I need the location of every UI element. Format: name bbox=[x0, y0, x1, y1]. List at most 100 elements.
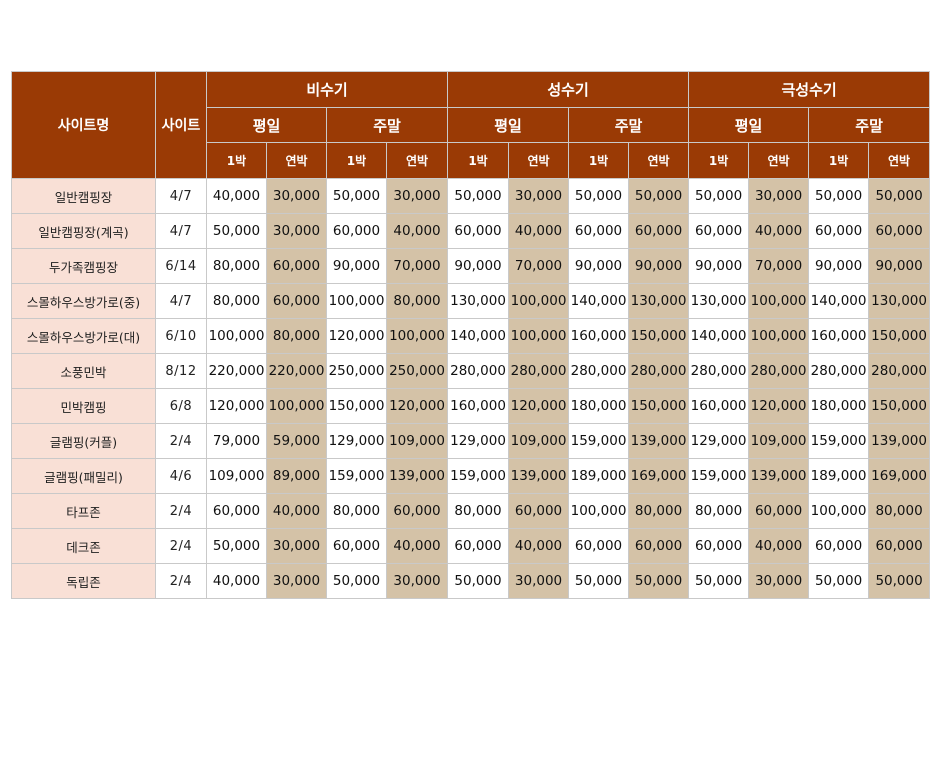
price-single-night-cell: 159,000 bbox=[808, 423, 870, 459]
price-single-night-cell: 80,000 bbox=[206, 248, 267, 284]
price-consecutive-night-cell: 90,000 bbox=[628, 248, 690, 284]
price-single-night-cell: 180,000 bbox=[568, 388, 630, 424]
price-single-night-cell: 90,000 bbox=[326, 248, 387, 284]
price-consecutive-night-cell: 280,000 bbox=[628, 353, 690, 389]
price-consecutive-night-cell: 220,000 bbox=[266, 353, 327, 389]
camping-price-table: 사이트명 사이트 비수기 성수기 극성수기 평일 주말 평일 주말 평일 주말 … bbox=[11, 71, 931, 599]
table-row: 글램핑(커플) 2/4 79,000 59,000 129,000 109,000 129,… bbox=[11, 423, 931, 459]
price-consecutive-night-cell: 30,000 bbox=[508, 563, 570, 599]
price-consecutive-night-cell: 60,000 bbox=[266, 248, 327, 284]
price-consecutive-night-cell: 60,000 bbox=[385, 493, 449, 529]
price-consecutive-night-cell: 130,000 bbox=[868, 283, 931, 319]
night-single: 1박 bbox=[688, 142, 750, 179]
day-type-weekday: 평일 bbox=[688, 107, 810, 143]
price-consecutive-night-cell: 59,000 bbox=[266, 423, 327, 459]
price-single-night-cell: 280,000 bbox=[808, 353, 870, 389]
price-consecutive-night-cell: 100,000 bbox=[748, 283, 810, 319]
price-consecutive-night-cell: 40,000 bbox=[748, 213, 810, 249]
price-single-night-cell: 50,000 bbox=[688, 563, 750, 599]
price-single-night-cell: 50,000 bbox=[568, 563, 630, 599]
night-single: 1박 bbox=[447, 142, 510, 179]
price-single-night-cell: 250,000 bbox=[326, 353, 387, 389]
price-consecutive-night-cell: 30,000 bbox=[748, 563, 810, 599]
site-name-header: 사이트명 bbox=[11, 71, 156, 179]
price-single-night-cell: 50,000 bbox=[568, 178, 630, 214]
price-consecutive-night-cell: 60,000 bbox=[748, 493, 810, 529]
night-consecutive: 연박 bbox=[868, 142, 931, 179]
night-single: 1박 bbox=[808, 142, 870, 179]
price-single-night-cell: 60,000 bbox=[447, 528, 510, 564]
price-consecutive-night-cell: 30,000 bbox=[385, 563, 449, 599]
day-type-weekend: 주말 bbox=[325, 107, 449, 143]
price-single-night-cell: 160,000 bbox=[447, 388, 510, 424]
price-consecutive-night-cell: 150,000 bbox=[628, 388, 690, 424]
price-single-night-cell: 50,000 bbox=[447, 178, 510, 214]
price-consecutive-night-cell: 30,000 bbox=[385, 178, 449, 214]
price-single-night-cell: 120,000 bbox=[326, 318, 387, 354]
price-single-night-cell: 90,000 bbox=[447, 248, 510, 284]
site-count-header: 사이트 bbox=[155, 71, 207, 179]
site-name-cell: 민박캠핑 bbox=[11, 388, 156, 424]
site-count-cell: 4/7 bbox=[155, 283, 207, 319]
price-single-night-cell: 50,000 bbox=[688, 178, 750, 214]
price-consecutive-night-cell: 30,000 bbox=[748, 178, 810, 214]
price-consecutive-night-cell: 90,000 bbox=[868, 248, 931, 284]
day-type-weekend: 주말 bbox=[568, 107, 690, 143]
price-consecutive-night-cell: 70,000 bbox=[385, 248, 449, 284]
price-single-night-cell: 50,000 bbox=[326, 563, 387, 599]
table-row: 민박캠핑 6/8 120,000 100,000 150,000 120,000 160,0… bbox=[11, 388, 931, 424]
site-name-cell: 일반캠핑장(계곡) bbox=[11, 213, 156, 249]
price-consecutive-night-cell: 100,000 bbox=[508, 283, 570, 319]
night-single: 1박 bbox=[206, 142, 267, 179]
table-row: 타프존 2/4 60,000 40,000 80,000 60,000 80,000 60,0… bbox=[11, 493, 931, 529]
price-single-night-cell: 90,000 bbox=[568, 248, 630, 284]
night-single: 1박 bbox=[326, 142, 387, 179]
price-single-night-cell: 60,000 bbox=[447, 213, 510, 249]
price-single-night-cell: 60,000 bbox=[688, 528, 750, 564]
price-consecutive-night-cell: 139,000 bbox=[868, 423, 931, 459]
site-name-cell: 스몰하우스방가로(중) bbox=[11, 283, 156, 319]
price-single-night-cell: 50,000 bbox=[447, 563, 510, 599]
night-consecutive: 연박 bbox=[385, 142, 449, 179]
price-consecutive-night-cell: 50,000 bbox=[628, 178, 690, 214]
price-consecutive-night-cell: 89,000 bbox=[266, 458, 327, 494]
price-consecutive-night-cell: 40,000 bbox=[385, 528, 449, 564]
price-table-body: 일반캠핑장 4/7 40,000 30,000 50,000 30,000 50,000 30… bbox=[11, 178, 931, 599]
site-name-cell: 두가족캠핑장 bbox=[11, 248, 156, 284]
price-single-night-cell: 80,000 bbox=[326, 493, 387, 529]
site-name-cell: 글램핑(패밀리) bbox=[11, 458, 156, 494]
site-count-cell: 4/6 bbox=[155, 458, 207, 494]
price-single-night-cell: 220,000 bbox=[206, 353, 267, 389]
day-type-weekday: 평일 bbox=[206, 107, 327, 143]
site-count-cell: 4/7 bbox=[155, 213, 207, 249]
price-consecutive-night-cell: 60,000 bbox=[508, 493, 570, 529]
site-name-cell: 일반캠핑장 bbox=[11, 178, 156, 214]
table-row: 소풍민박 8/12 220,000 220,000 250,000 250,000 280,… bbox=[11, 353, 931, 389]
price-single-night-cell: 50,000 bbox=[206, 528, 267, 564]
price-single-night-cell: 160,000 bbox=[808, 318, 870, 354]
price-single-night-cell: 150,000 bbox=[326, 388, 387, 424]
price-consecutive-night-cell: 60,000 bbox=[868, 213, 931, 249]
price-consecutive-night-cell: 60,000 bbox=[628, 528, 690, 564]
price-single-night-cell: 50,000 bbox=[326, 178, 387, 214]
price-consecutive-night-cell: 109,000 bbox=[508, 423, 570, 459]
price-consecutive-night-cell: 40,000 bbox=[385, 213, 449, 249]
season-peak: 성수기 bbox=[447, 71, 690, 108]
table-row: 스몰하우스방가로(대) 6/10 100,000 80,000 120,000 100,0… bbox=[11, 318, 931, 354]
price-single-night-cell: 140,000 bbox=[568, 283, 630, 319]
price-single-night-cell: 50,000 bbox=[206, 213, 267, 249]
site-count-cell: 6/14 bbox=[155, 248, 207, 284]
price-single-night-cell: 180,000 bbox=[808, 388, 870, 424]
season-high-peak: 극성수기 bbox=[688, 71, 931, 108]
price-single-night-cell: 140,000 bbox=[688, 318, 750, 354]
price-consecutive-night-cell: 80,000 bbox=[266, 318, 327, 354]
price-consecutive-night-cell: 50,000 bbox=[868, 178, 931, 214]
price-single-night-cell: 159,000 bbox=[568, 423, 630, 459]
price-consecutive-night-cell: 100,000 bbox=[748, 318, 810, 354]
price-single-night-cell: 60,000 bbox=[568, 528, 630, 564]
price-single-night-cell: 50,000 bbox=[808, 563, 870, 599]
price-single-night-cell: 60,000 bbox=[326, 213, 387, 249]
site-count-cell: 2/4 bbox=[155, 423, 207, 459]
table-row: 독립존 2/4 40,000 30,000 50,000 30,000 50,000 30,0… bbox=[11, 563, 931, 599]
price-consecutive-night-cell: 280,000 bbox=[508, 353, 570, 389]
